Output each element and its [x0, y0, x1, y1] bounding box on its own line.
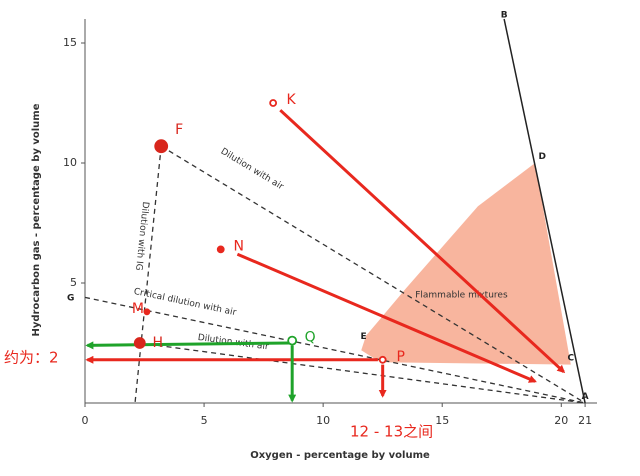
point-label: G	[67, 294, 74, 304]
line	[84, 296, 586, 404]
line-label: Dilution with IG	[133, 201, 150, 271]
point	[378, 355, 387, 364]
point	[216, 245, 225, 254]
point-label: K	[287, 92, 297, 108]
flammable-region	[361, 163, 571, 365]
region-label: Flammable mixtures	[415, 291, 508, 301]
y-axis-label: Hydrocarbon gas - percentage by volume	[31, 103, 42, 336]
point	[143, 308, 151, 316]
x-tick-label: 15	[435, 414, 449, 427]
point-label: F	[175, 122, 183, 138]
x-tick-label: 21	[578, 414, 592, 427]
point-label: C	[567, 354, 574, 364]
annotation: 12 - 13之间	[350, 423, 433, 441]
x-tick-label: 20	[554, 414, 568, 427]
line	[139, 342, 586, 404]
line	[503, 18, 586, 404]
point-label: A	[582, 392, 589, 402]
point-label: H	[153, 335, 164, 351]
point-label: E	[361, 332, 367, 342]
point-label: N	[233, 238, 243, 254]
annotation: 约为：2	[4, 349, 59, 367]
point	[269, 99, 278, 107]
point	[287, 335, 298, 346]
line-label: Dilution with air	[219, 147, 286, 193]
arrow	[236, 252, 537, 383]
line	[160, 145, 586, 404]
point-label: B	[501, 11, 508, 21]
y-tick-label: 10	[63, 156, 77, 169]
point-label: Q	[305, 330, 316, 346]
arrow	[279, 109, 566, 374]
x-axis-label: Oxygen - percentage by volume	[250, 450, 430, 461]
point	[154, 139, 169, 154]
point	[133, 337, 146, 349]
point-label: M	[132, 301, 144, 317]
x-tick-label: 10	[316, 414, 330, 427]
y-tick-label: 15	[63, 36, 77, 49]
y-tick-label: 5	[70, 276, 77, 289]
point-label: P	[396, 349, 404, 365]
x-tick-label: 0	[82, 414, 89, 427]
line	[134, 146, 162, 404]
point-label: D	[538, 152, 545, 162]
arrow	[85, 341, 290, 350]
x-tick-label: 5	[201, 414, 208, 427]
